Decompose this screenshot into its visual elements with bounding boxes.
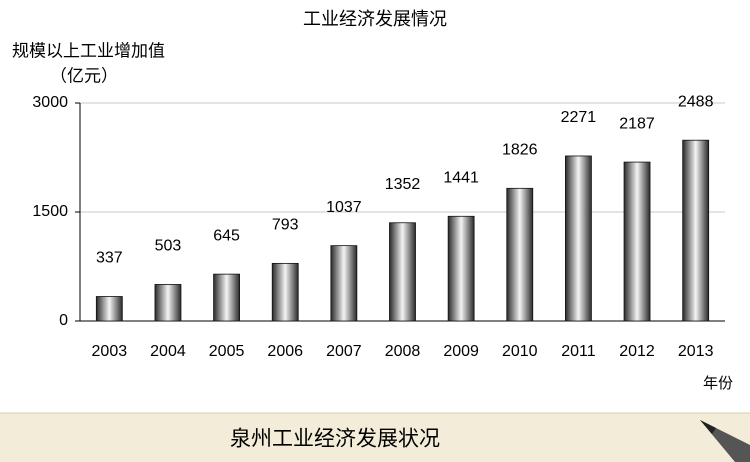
pen-icon bbox=[700, 420, 750, 462]
bar bbox=[330, 245, 358, 322]
x-tick-label: 2009 bbox=[443, 343, 479, 360]
bar bbox=[95, 296, 123, 322]
y-axis-label: 规模以上工业增加值 bbox=[12, 41, 165, 60]
x-tick-label: 2011 bbox=[561, 343, 596, 360]
bar bbox=[565, 155, 592, 322]
x-tick-label: 2007 bbox=[326, 343, 362, 360]
data-label: 1352 bbox=[385, 176, 421, 193]
bar bbox=[447, 215, 475, 322]
bar bbox=[623, 161, 651, 322]
bar bbox=[682, 139, 710, 322]
x-tick-label: 2012 bbox=[619, 343, 655, 360]
x-tick-label: 2004 bbox=[150, 343, 186, 360]
data-label: 2488 bbox=[678, 93, 714, 110]
data-label: 503 bbox=[155, 238, 182, 255]
data-label: 1037 bbox=[326, 199, 362, 216]
x-tick-label: 2003 bbox=[92, 343, 128, 360]
data-label: 337 bbox=[96, 250, 123, 267]
footer-text: 泉州工业经济发展状况 bbox=[230, 427, 440, 451]
x-axis-label: 年份 bbox=[703, 375, 733, 392]
y-tick-label: 3000 bbox=[32, 94, 68, 111]
y-tick-label: 1500 bbox=[32, 203, 68, 220]
data-label: 1441 bbox=[443, 170, 479, 187]
x-tick-label: 2013 bbox=[678, 343, 714, 360]
data-label: 1826 bbox=[502, 142, 538, 159]
data-label: 2271 bbox=[561, 109, 597, 126]
bar bbox=[506, 187, 534, 322]
data-label: 645 bbox=[213, 227, 240, 244]
chart-title: 工业经济发展情况 bbox=[303, 9, 447, 30]
bar bbox=[271, 262, 299, 322]
x-tick-label: 2006 bbox=[267, 343, 303, 360]
data-label: 793 bbox=[272, 217, 299, 234]
bar bbox=[213, 273, 240, 322]
data-label: 2187 bbox=[619, 115, 655, 132]
y-axis-label: （亿元） bbox=[50, 66, 118, 85]
footer-band bbox=[0, 413, 750, 462]
y-tick-label: 0 bbox=[59, 312, 68, 329]
x-tick-label: 2008 bbox=[385, 343, 421, 360]
bar bbox=[389, 222, 416, 322]
bar bbox=[154, 284, 182, 322]
x-tick-label: 2010 bbox=[502, 343, 538, 360]
x-tick-label: 2005 bbox=[209, 343, 245, 360]
